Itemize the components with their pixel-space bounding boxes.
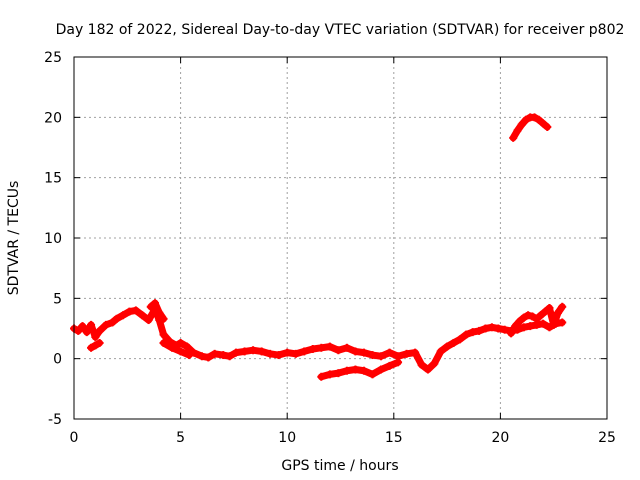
x-tick-label: 20 <box>491 430 509 446</box>
grid <box>74 57 607 419</box>
y-axis-label: SDTVAR / TECUs <box>6 181 22 296</box>
data-point <box>543 122 552 131</box>
data-point <box>394 358 403 367</box>
x-tick-label: 5 <box>176 430 185 446</box>
y-tick-label: 0 <box>53 352 62 368</box>
data-point <box>558 302 567 311</box>
axis-ticks: 0 5 10 15 20 25 -5 0 5 10 15 20 25 <box>44 50 616 446</box>
y-tick-label: 20 <box>44 110 62 126</box>
chart-title: Day 182 of 2022, Sidereal Day-to-day VTE… <box>56 22 625 38</box>
data-point <box>558 318 567 327</box>
y-tick-label: 25 <box>44 50 62 66</box>
x-tick-label: 25 <box>598 430 616 446</box>
data-point <box>185 351 194 360</box>
y-tick-label: -5 <box>48 412 62 428</box>
data-point <box>159 314 168 323</box>
y-tick-label: 10 <box>44 231 62 247</box>
x-tick-label: 10 <box>278 430 296 446</box>
x-axis-label: GPS time / hours <box>281 458 398 474</box>
y-tick-label: 5 <box>53 291 62 307</box>
y-tick-label: 15 <box>44 171 62 187</box>
x-tick-label: 15 <box>385 430 403 446</box>
data-point <box>95 338 104 347</box>
data-points <box>70 113 567 381</box>
x-tick-label: 0 <box>70 430 79 446</box>
